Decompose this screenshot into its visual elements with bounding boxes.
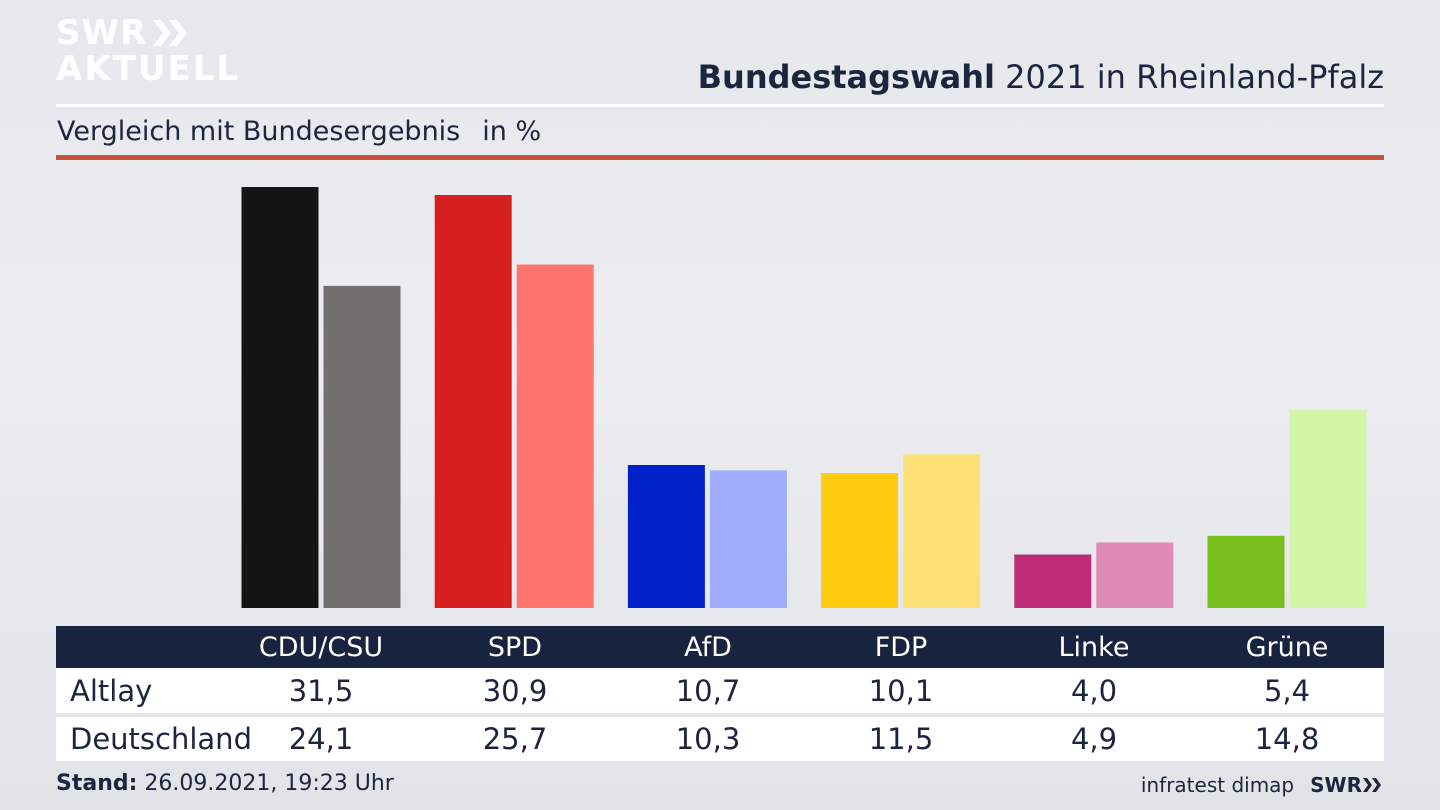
chart-title: Bundestagswahl 2021 in Rheinland-Pfalz [698,58,1384,96]
subtitle-text: Vergleich mit Bundesergebnis [57,116,461,147]
bar-altlay-cdu-csu [241,187,319,608]
stand-label: Stand: [56,771,138,796]
swr-aktuell-logo: SWR AKTUELL [56,16,240,86]
bar-altlay-gruene [1207,535,1285,608]
bar-altlay-fdp [821,473,899,608]
source-credit: infratest dimap SWR [1141,773,1384,797]
value-deutschland-fdp: 11,5 [868,722,934,756]
bar-deutschland-gruene [1289,410,1367,608]
stand-value: 26.09.2021, 19:23 Uhr [137,771,394,796]
party-header-linke: Linke [1058,631,1130,663]
value-deutschland-spd: 25,7 [482,722,548,756]
bar-deutschland-fdp [903,454,981,608]
value-deutschland-linke: 4,9 [1070,722,1118,756]
row-label-altlay: Altlay [70,673,153,708]
value-altlay-cdu-csu: 31,5 [288,673,354,708]
party-header-fdp: FDP [874,631,928,663]
bar-deutschland-cdu-csu [323,285,401,608]
value-altlay-linke: 4,0 [1070,673,1118,708]
value-altlay-afd: 10,7 [675,673,741,708]
chart-title-bold: Bundestagswahl [697,58,995,96]
table-header-row: CDU/CSU SPD AfD FDP Linke Grüne [56,626,1384,668]
double-chevron-icon [1363,778,1381,792]
value-deutschland-afd: 10,3 [675,722,741,756]
bar-deutschland-spd [516,264,594,608]
subtitle-divider [56,155,1384,160]
swr-footer-logo: SWR [1310,773,1384,797]
party-header-gruene: Grüne [1245,631,1329,663]
title-divider [56,104,1384,107]
value-deutschland-gruene: 14,8 [1254,722,1320,756]
bar-deutschland-afd [709,470,787,608]
party-header-cdu-csu: CDU/CSU [258,631,384,663]
double-chevron-icon [153,20,188,46]
value-altlay-fdp: 10,1 [868,673,934,708]
bar-altlay-afd [627,464,705,608]
bar-deutschland-linke [1096,542,1174,608]
swr-footer-text: SWR [1310,773,1362,797]
chart-subtitle: Vergleich mit Bundesergebnis in % [57,116,541,147]
party-header-afd: AfD [684,631,732,663]
bar-altlay-spd [434,195,512,608]
chart-title-rest: 2021 in Rheinland-Pfalz [995,58,1384,96]
results-table: CDU/CSU SPD AfD FDP Linke Grüne Altlay 3… [56,626,1384,761]
value-altlay-spd: 30,9 [482,673,548,708]
bar-altlay-linke [1014,554,1092,608]
logo-aktuell-text: AKTUELL [56,49,241,89]
table-row-deutschland: Deutschland 24,1 25,7 10,3 11,5 4,9 14,8 [56,717,1384,761]
row-label-deutschland: Deutschland [70,722,252,756]
timestamp: Stand: 26.09.2021, 19:23 Uhr [56,771,394,796]
unit-label: in % [482,116,542,147]
source-label: infratest dimap [1140,773,1295,797]
value-altlay-gruene: 5,4 [1263,673,1311,708]
value-deutschland-cdu-csu: 24,1 [288,722,354,756]
table-row-altlay: Altlay 31,5 30,9 10,7 10,1 4,0 5,4 [56,668,1384,713]
logo-swr-text: SWR [56,13,148,53]
party-header-spd: SPD [487,631,543,663]
